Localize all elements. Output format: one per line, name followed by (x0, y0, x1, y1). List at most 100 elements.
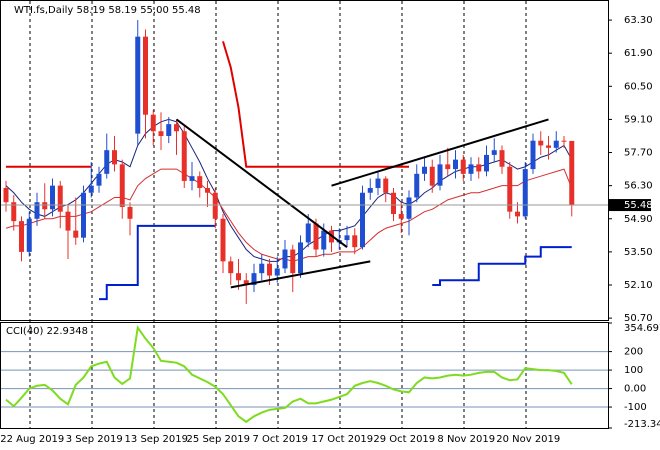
x-tick-label: 13 Sep 2019 (125, 434, 188, 445)
candle-body (484, 154, 489, 172)
candle-body (150, 114, 156, 132)
y-tick-label: 56.30 (624, 181, 653, 192)
cci-value: 22.9348 (47, 326, 88, 337)
candle-body (11, 202, 17, 222)
y-tick-label: 50.70 (624, 313, 653, 324)
candle-body (313, 223, 319, 250)
indicator-line (6, 41, 409, 168)
candle-body (251, 273, 257, 285)
candle-body (515, 211, 520, 217)
candle-body (212, 192, 218, 219)
y-tick-label: 52.10 (624, 280, 653, 291)
candle-body (274, 268, 280, 276)
cci-name: CCI(40) (6, 326, 44, 337)
main-panel-frame (0, 0, 609, 321)
x-tick-label: 7 Oct 2019 (253, 434, 308, 445)
candle-body (135, 36, 141, 134)
candle-body (422, 166, 427, 174)
y-tick-label: -213.340 (624, 419, 660, 430)
y-tick-label: 60.50 (624, 81, 653, 92)
candle-body (360, 192, 365, 248)
candle-body (507, 166, 513, 212)
candle-body (81, 192, 86, 238)
candle-body (205, 188, 210, 193)
y-tick-label: 63.30 (624, 15, 653, 26)
x-tick-label: 17 Oct 2019 (311, 434, 373, 445)
candle-body (445, 164, 451, 170)
candle-body (112, 150, 117, 165)
candle-body (546, 145, 551, 148)
x-tick-label: 22 Aug 2019 (0, 434, 64, 445)
candle-body (3, 188, 9, 203)
candle-body (57, 185, 63, 212)
candle-body (96, 173, 102, 186)
candle-body (398, 214, 404, 219)
trendline (175, 118, 348, 248)
candle-body (305, 223, 311, 243)
candle-body (499, 150, 505, 167)
candle-body (391, 192, 396, 215)
candle-body (375, 178, 381, 189)
y-tick-label: 0.00 (624, 384, 646, 395)
symbol-header: WTI.fs,Daily 58.19 58.19 55.00 55.48 (14, 5, 201, 16)
high-label: 58.19 (108, 5, 137, 16)
candle-body (437, 164, 443, 186)
trendline (230, 260, 371, 289)
candle-body (352, 235, 358, 248)
candle-body (243, 280, 249, 285)
candle-body (267, 263, 272, 276)
y-tick-label: 354.6973 (624, 323, 660, 334)
candle-body (236, 273, 241, 281)
candle-body (158, 131, 164, 136)
y-tick-label: 59.10 (624, 114, 653, 125)
candle-body (290, 249, 296, 274)
candle-body (282, 249, 288, 269)
candle-body (522, 169, 528, 217)
y-tick-label: 53.50 (624, 247, 653, 258)
candle-body (88, 185, 94, 193)
candle-body (453, 159, 458, 170)
candle-body (104, 150, 110, 174)
candle-body (228, 261, 234, 274)
low-label: 55.00 (140, 5, 169, 16)
candle-body (460, 159, 466, 174)
candle-body (174, 124, 179, 132)
candle-body (553, 140, 559, 148)
x-tick-label: 3 Sep 2019 (66, 434, 123, 445)
y-tick-label: -100 (624, 402, 647, 413)
y-tick-label: 200 (624, 347, 643, 358)
x-tick-label: 25 Sep 2019 (187, 434, 250, 445)
candle-body (19, 221, 24, 252)
candle-body (181, 131, 187, 181)
x-tick-label: 8 Nov 2019 (437, 434, 495, 445)
candle-body (321, 230, 327, 250)
candle-body (414, 173, 420, 198)
candle-body (26, 218, 32, 252)
candle-body (189, 176, 195, 181)
last-price-box (609, 199, 651, 212)
indicator-line (99, 224, 572, 301)
candle-body (220, 218, 226, 262)
candle-body (42, 202, 48, 210)
candle-body (569, 140, 575, 206)
candle-body (127, 206, 133, 219)
candle-body (73, 230, 79, 238)
open-label: 58.19 (77, 5, 106, 16)
candle-body (298, 242, 303, 274)
candle-body (197, 176, 203, 189)
candle-body (491, 150, 497, 155)
x-tick-label: 20 Nov 2019 (496, 434, 560, 445)
symbol: WTI.fs,Daily (14, 5, 73, 16)
cci-header: CCI(40) 22.9348 (6, 326, 88, 337)
candle-body (530, 140, 536, 170)
candle-body (476, 164, 482, 172)
candle-body (383, 178, 389, 193)
candle-body (65, 211, 71, 231)
candle-body (259, 263, 265, 274)
x-tick-label: 29 Oct 2019 (373, 434, 435, 445)
y-tick-label: 54.90 (624, 214, 653, 225)
